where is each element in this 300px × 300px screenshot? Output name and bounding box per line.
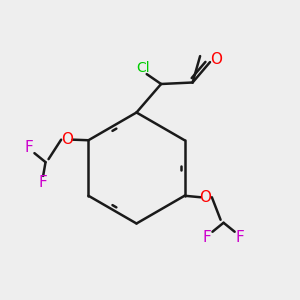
Text: F: F: [38, 175, 47, 190]
Text: F: F: [203, 230, 212, 244]
Text: F: F: [25, 140, 33, 155]
Text: Cl: Cl: [136, 61, 150, 74]
Text: O: O: [200, 190, 211, 205]
Text: O: O: [61, 132, 74, 147]
Text: F: F: [236, 230, 244, 244]
Text: O: O: [211, 52, 223, 67]
